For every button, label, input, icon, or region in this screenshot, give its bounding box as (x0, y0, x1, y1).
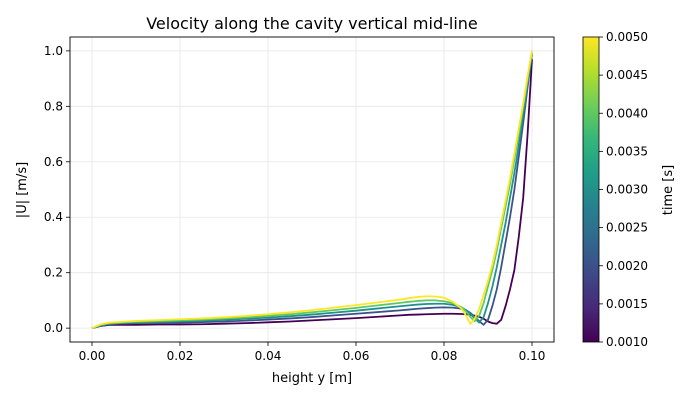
y-tick-label: 0.6 (44, 155, 63, 169)
series-line-1 (91, 53, 533, 330)
colorbar-tick-label: 0.0020 (606, 259, 648, 273)
plot-frame (69, 36, 555, 343)
y-tick-label: 1.0 (44, 44, 63, 58)
colorbar-tick-label: 0.0015 (606, 297, 648, 311)
colorbar-tick-label: 0.0040 (606, 106, 648, 120)
series-lines (91, 50, 533, 330)
y-axis-ticks: 0.0 0.2 0.4 0.6 0.8 1.0 (44, 44, 70, 335)
x-tick-label: 0.08 (431, 349, 458, 363)
colorbar-tick-label: 0.0025 (606, 221, 648, 235)
colorbar-tick-label: 0.0035 (606, 144, 648, 158)
x-tick-label: 0.10 (519, 349, 546, 363)
y-tick-label: 0.4 (44, 210, 63, 224)
colorbar-ticks: 0.0010 0.0015 0.0020 0.0025 0.0030 0.0035 0.00… (599, 30, 648, 349)
colorbar-label: time [s] (661, 165, 676, 215)
series-line-2 (91, 53, 533, 329)
x-tick-label: 0.04 (255, 349, 282, 363)
x-axis-label: height y [m] (272, 371, 352, 386)
colorbar-tick-label: 0.0050 (606, 30, 648, 44)
x-axis-ticks: 0.00 0.02 0.04 0.06 0.08 0.10 (79, 342, 546, 363)
chart-title: Velocity along the cavity vertical mid-l… (146, 14, 478, 33)
y-axis-label: |U| [m/s] (15, 162, 30, 218)
series-line-3 (91, 50, 533, 329)
colorbar-tick-label: 0.0030 (606, 183, 648, 197)
x-tick-label: 0.06 (343, 349, 370, 363)
series-line-4 (91, 50, 533, 329)
colorbar-tick-label: 0.0010 (606, 335, 648, 349)
y-tick-label: 0.8 (44, 99, 63, 113)
y-tick-label: 0.0 (44, 321, 63, 335)
series-line-0 (91, 59, 533, 330)
y-tick-label: 0.2 (44, 266, 63, 280)
colorbar-tick-label: 0.0045 (606, 68, 648, 82)
x-tick-label: 0.00 (79, 349, 106, 363)
colorbar (583, 37, 599, 342)
x-tick-label: 0.02 (167, 349, 194, 363)
grid (70, 37, 554, 342)
